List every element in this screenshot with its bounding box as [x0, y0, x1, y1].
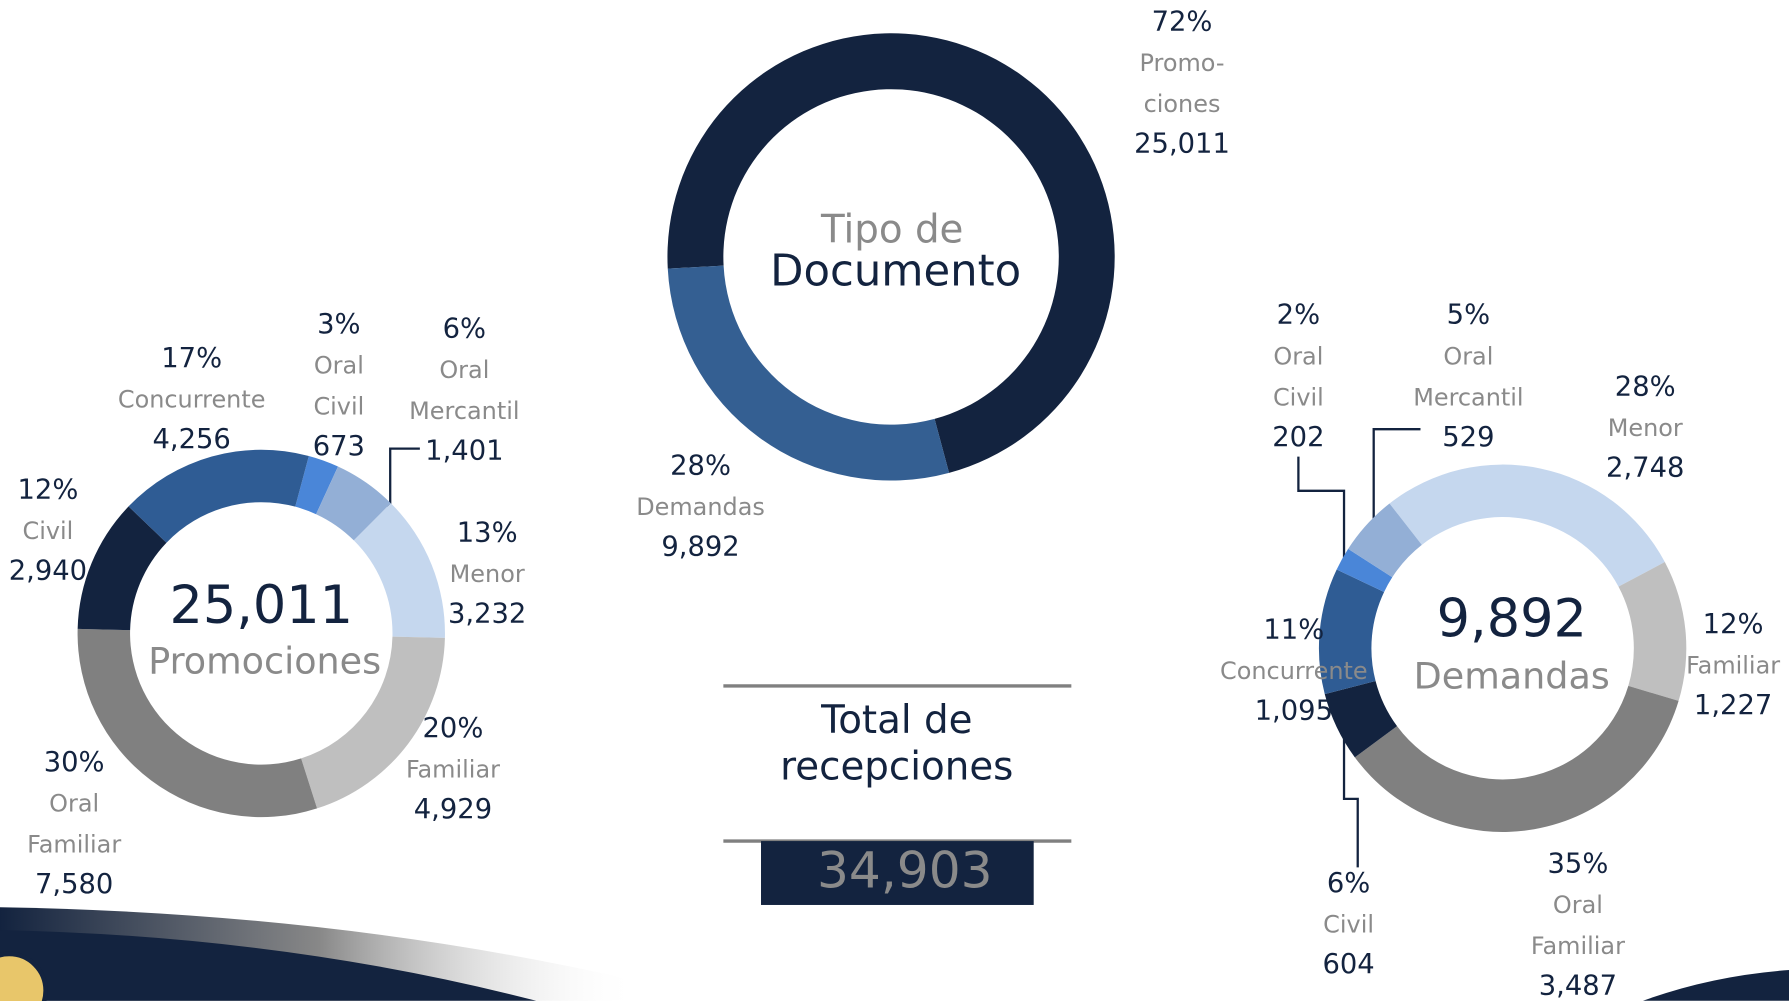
category-label: Civil: [1273, 383, 1324, 411]
center-total: 25,011: [169, 575, 353, 636]
category-label: Demandas: [636, 493, 765, 521]
value-label: 25,011: [1134, 129, 1230, 160]
donut-slice: [301, 636, 445, 809]
donut-slice: [295, 455, 338, 515]
category-label: Concurrente: [1220, 657, 1368, 685]
center-text: Demandas: [1414, 654, 1610, 697]
summary-value: 34,903: [817, 841, 993, 900]
value-label: 604: [1322, 949, 1374, 980]
value-label: 3,487: [1539, 971, 1617, 1001]
category-label: Familiar: [1686, 652, 1780, 680]
category-label: Menor: [1608, 414, 1683, 442]
value-label: 1,401: [425, 436, 503, 467]
category-label: Menor: [450, 560, 525, 588]
value-label: 7,580: [35, 869, 113, 900]
donut-slice: [128, 449, 309, 543]
share-label: 35%: [1547, 849, 1608, 880]
share-label: 2%: [1277, 300, 1320, 331]
center-title: Tipo de: [820, 207, 963, 252]
category-label: Mercantil: [409, 397, 519, 425]
value-label: 202: [1272, 422, 1324, 453]
share-label: 30%: [44, 747, 105, 778]
share-label: 17%: [161, 343, 222, 374]
value-label: 673: [313, 431, 365, 462]
category-label: Civil: [1323, 911, 1374, 939]
share-label: 6%: [1327, 868, 1370, 899]
category-label: Familiar: [406, 755, 500, 783]
category-label: Familiar: [1531, 932, 1625, 960]
share-label: 11%: [1263, 615, 1324, 646]
share-label: 6%: [443, 313, 486, 344]
donut-slice: [316, 466, 391, 541]
category-label: Oral: [1553, 891, 1603, 919]
category-label: Oral: [49, 790, 99, 818]
leader-line: [1297, 456, 1346, 560]
donut-slice: [353, 503, 445, 638]
leader-line: [1342, 730, 1359, 868]
value-label: 1,095: [1255, 696, 1333, 727]
category-label: Oral: [314, 351, 364, 379]
category-label: Mercantil: [1413, 383, 1523, 411]
share-label: 5%: [1447, 300, 1490, 331]
category-label: Concurrente: [118, 386, 266, 414]
donut-slice: [667, 265, 950, 481]
donut-slice: [77, 506, 167, 631]
swoosh: [0, 930, 537, 1001]
share-label: 3%: [317, 309, 360, 340]
donut-slice: [1324, 681, 1398, 758]
center-title: Documento: [770, 247, 1021, 297]
donut-slice: [1336, 548, 1393, 592]
donut-slice: [1348, 503, 1422, 578]
category-label: Oral: [1273, 342, 1323, 370]
value-label: 9,892: [661, 531, 739, 562]
share-label: 13%: [457, 518, 518, 549]
share-label: 28%: [1615, 372, 1676, 403]
swoosh: [1642, 969, 1789, 1001]
category-label: Oral: [1443, 342, 1493, 370]
value-label: 3,232: [448, 599, 526, 630]
summary-box: [761, 841, 1034, 905]
value-label: 2,748: [1606, 453, 1684, 484]
share-label: 72%: [1152, 7, 1213, 38]
center-total: 9,892: [1437, 589, 1587, 650]
category-label: Promo-: [1140, 49, 1225, 77]
share-label: 12%: [1703, 609, 1764, 640]
share-label: 28%: [670, 450, 731, 481]
category-label: Civil: [22, 517, 73, 545]
donut-slice: [1354, 685, 1679, 832]
value-label: 1,227: [1694, 690, 1772, 721]
donut-slice: [1389, 464, 1665, 587]
logo: [0, 951, 48, 1001]
donut-slice: [1618, 562, 1687, 701]
donut-slice: [77, 628, 318, 818]
donut-slice: [1318, 569, 1385, 695]
value-label: 4,929: [414, 794, 492, 825]
share-label: 12%: [17, 474, 78, 505]
leader-line: [1372, 428, 1421, 546]
category-label: Familiar: [27, 831, 121, 859]
center-text: Promociones: [148, 640, 381, 683]
category-label: ciones: [1144, 90, 1221, 118]
value-label: 529: [1442, 422, 1494, 453]
value-label: 2,940: [9, 555, 87, 586]
share-label: 20%: [423, 713, 484, 744]
summary-title: Total de: [820, 698, 972, 743]
summary-title: recepciones: [780, 745, 1013, 790]
category-label: Civil: [313, 393, 364, 421]
category-label: Oral: [439, 356, 489, 384]
value-label: 4,256: [152, 424, 230, 455]
